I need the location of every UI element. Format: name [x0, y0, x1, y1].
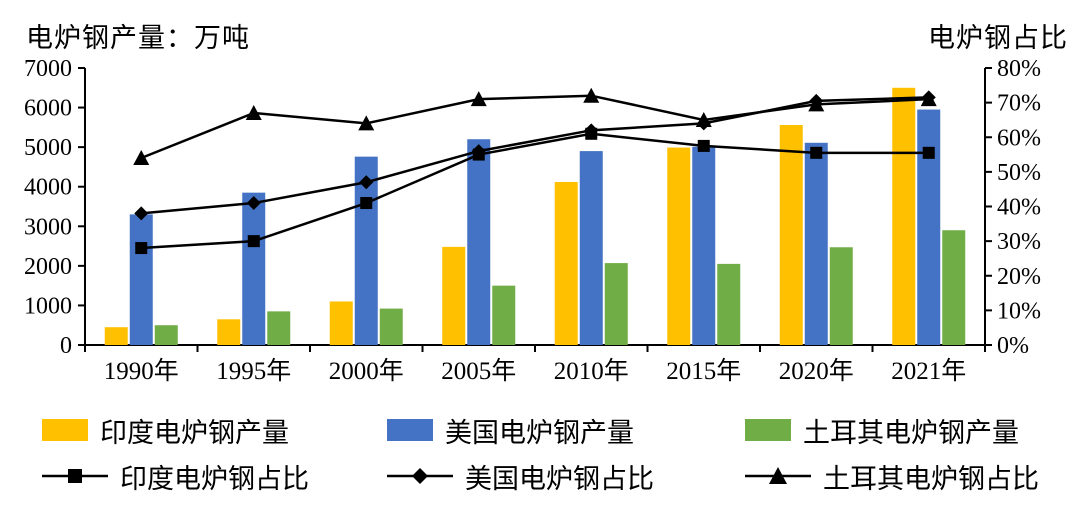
triangle-marker-icon — [245, 105, 262, 121]
diamond-marker-icon — [387, 468, 453, 484]
bar — [604, 263, 628, 345]
left-axis-tick-label: 6000 — [24, 96, 72, 122]
bar — [579, 151, 603, 345]
bar — [717, 263, 741, 345]
square-marker-icon — [42, 469, 108, 483]
us-bar-swatch-icon — [387, 419, 433, 441]
diamond-marker-icon — [134, 206, 149, 221]
bar — [917, 109, 941, 345]
right-axis-tick-label: 10% — [997, 298, 1041, 324]
bar — [692, 146, 716, 345]
left-axis-tick-label: 5000 — [24, 135, 72, 161]
right-axis-tick-label: 0% — [997, 333, 1029, 359]
bar — [217, 319, 241, 345]
triangle-marker-icon — [133, 150, 150, 166]
triangle-marker-icon — [745, 467, 811, 484]
right-axis-tick-label: 60% — [997, 125, 1041, 151]
triangle-marker-icon — [358, 115, 375, 131]
triangle-marker-icon — [583, 87, 600, 103]
square-marker-icon — [697, 139, 710, 152]
turkey-bar-swatch-icon — [745, 419, 791, 441]
bar — [492, 285, 516, 345]
triangle-marker-icon — [808, 96, 825, 112]
x-axis-category-label: 2010年 — [554, 357, 629, 385]
share-line — [141, 132, 929, 250]
x-axis-category-label: 2005年 — [441, 357, 516, 385]
right-axis-tick-label: 70% — [997, 91, 1041, 117]
diamond-marker-icon — [584, 123, 599, 138]
bar — [829, 247, 853, 345]
x-axis-category-label: 1990年 — [104, 357, 179, 385]
right-axis-title: 电炉钢占比 — [928, 23, 1068, 53]
bar — [942, 230, 966, 345]
legend-label: 印度电炉钢产量 — [100, 417, 289, 448]
legend: 印度电炉钢产量 美国电炉钢产量 土耳其电炉钢产量 印 — [42, 410, 1072, 496]
bar — [554, 181, 578, 345]
india-bar-swatch-icon — [42, 419, 88, 441]
square-marker-icon — [810, 146, 823, 159]
bar — [242, 192, 266, 345]
legend-row-lines: 印度电炉钢占比 美国电炉钢占比 土耳其电炉钢占比 — [42, 456, 1072, 496]
bar — [467, 139, 491, 345]
legend-item-india-share: 印度电炉钢占比 — [42, 457, 387, 496]
x-axis-category-label: 2015年 — [666, 357, 741, 385]
x-axis-category-label: 2000年 — [329, 357, 404, 385]
right-axis-tick-label: 80% — [997, 56, 1041, 82]
bar — [804, 142, 828, 345]
legend-item-us-share: 美国电炉钢占比 — [387, 457, 745, 496]
legend-item-india-production: 印度电炉钢产量 — [42, 411, 387, 450]
x-axis-category-label: 1995年 — [216, 357, 291, 385]
legend-label: 印度电炉钢占比 — [120, 463, 309, 494]
bar — [667, 147, 691, 345]
bar — [154, 325, 178, 345]
left-axis-tick-label: 4000 — [24, 175, 72, 201]
x-axis-category-label: 2021年 — [891, 357, 966, 385]
left-axis-tick-label: 3000 — [24, 214, 72, 240]
right-axis-tick-label: 40% — [997, 195, 1041, 221]
square-marker-icon — [360, 197, 373, 210]
bar — [329, 301, 353, 345]
x-axis-category-label: 2020年 — [779, 357, 854, 385]
legend-item-us-production: 美国电炉钢产量 — [387, 411, 745, 450]
right-axis-tick-label: 20% — [997, 264, 1041, 290]
right-axis-tick-label: 30% — [997, 229, 1041, 255]
square-marker-icon — [135, 242, 148, 255]
left-axis-tick-label: 7000 — [24, 56, 72, 82]
bar — [779, 124, 803, 346]
bar — [442, 246, 466, 345]
triangle-marker-icon — [470, 91, 487, 107]
bar — [379, 308, 403, 345]
right-axis-tick-label: 50% — [997, 160, 1041, 186]
left-axis-tick-label: 0 — [60, 333, 72, 359]
triangle-marker-icon — [920, 91, 937, 107]
square-marker-icon — [247, 235, 260, 248]
bar — [104, 327, 128, 345]
legend-item-turkey-production: 土耳其电炉钢产量 — [745, 411, 1072, 450]
legend-label: 美国电炉钢产量 — [445, 417, 634, 448]
bar — [892, 87, 916, 346]
chart-plot: 0 1000 2000 3000 4000 5000 6000 7000 0% 10% 20% 30%… — [24, 56, 1041, 385]
left-axis-tick-label: 2000 — [24, 254, 72, 280]
diamond-marker-icon — [359, 175, 374, 190]
legend-row-bars: 印度电炉钢产量 美国电炉钢产量 土耳其电炉钢产量 — [42, 410, 1072, 450]
left-axis-tick-label: 1000 — [24, 293, 72, 319]
share-line — [141, 96, 929, 215]
share-line — [140, 94, 929, 160]
left-axis-title: 电炉钢产量：万吨 — [26, 23, 250, 53]
square-marker-icon — [922, 146, 935, 159]
legend-item-turkey-share: 土耳其电炉钢占比 — [745, 457, 1072, 496]
legend-label: 土耳其电炉钢占比 — [823, 463, 1039, 494]
legend-label: 土耳其电炉钢产量 — [803, 417, 1019, 448]
bar — [129, 214, 153, 345]
diamond-marker-icon — [471, 144, 486, 159]
diamond-marker-icon — [246, 196, 261, 211]
triangle-marker-icon — [695, 111, 712, 127]
bar — [267, 311, 291, 345]
legend-label: 美国电炉钢占比 — [465, 463, 654, 494]
